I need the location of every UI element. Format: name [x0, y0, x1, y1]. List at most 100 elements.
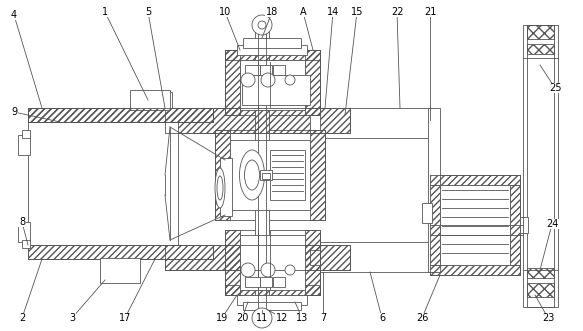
Bar [243, 38, 301, 48]
Circle shape [241, 73, 255, 87]
Text: 5: 5 [145, 7, 151, 17]
Bar [430, 185, 440, 265]
Bar [430, 265, 520, 275]
Bar [215, 130, 325, 220]
Bar [220, 158, 232, 216]
Text: 3: 3 [69, 313, 75, 323]
Bar [310, 130, 325, 220]
Circle shape [241, 263, 255, 277]
Circle shape [252, 308, 272, 328]
Bar [428, 108, 440, 272]
Bar [165, 108, 350, 133]
Text: 12: 12 [276, 313, 288, 323]
Bar [243, 302, 301, 310]
Bar [240, 60, 305, 110]
Text: 23: 23 [542, 313, 554, 323]
Bar [270, 150, 305, 200]
Bar [100, 258, 140, 283]
Bar [527, 25, 554, 39]
Text: 11: 11 [256, 313, 268, 323]
Text: 9: 9 [11, 107, 17, 117]
Bar [440, 185, 510, 265]
Text: 1: 1 [102, 7, 108, 17]
Bar [242, 75, 310, 105]
Bar [523, 25, 558, 307]
Bar [260, 65, 272, 75]
Bar [255, 25, 269, 310]
Bar [310, 250, 320, 265]
Bar [22, 130, 30, 138]
Text: 15: 15 [351, 7, 363, 17]
Bar [28, 108, 213, 122]
Bar [28, 122, 178, 245]
Bar [305, 50, 320, 115]
Circle shape [258, 314, 266, 322]
Text: 2: 2 [19, 313, 25, 323]
Text: 22: 22 [391, 7, 403, 17]
Text: 18: 18 [266, 7, 278, 17]
Bar [225, 230, 240, 295]
Circle shape [261, 73, 275, 87]
Bar [18, 222, 30, 242]
Bar [225, 50, 240, 115]
Bar [422, 203, 432, 223]
Bar [237, 295, 307, 305]
Bar [215, 130, 230, 220]
Text: 7: 7 [320, 313, 326, 323]
Text: 8: 8 [19, 217, 25, 227]
Text: 4: 4 [11, 10, 17, 20]
Bar [165, 108, 350, 133]
Bar [28, 108, 213, 122]
Bar [520, 217, 528, 233]
Ellipse shape [217, 176, 223, 200]
Text: 14: 14 [327, 7, 339, 17]
Circle shape [261, 263, 275, 277]
Bar [28, 108, 213, 122]
Ellipse shape [244, 160, 259, 190]
Text: 26: 26 [416, 313, 428, 323]
Circle shape [285, 265, 295, 275]
Bar [225, 285, 320, 295]
Bar [315, 108, 435, 138]
Bar [430, 175, 520, 185]
Bar [262, 173, 270, 179]
Bar [22, 240, 30, 248]
Bar [245, 65, 260, 75]
Bar [230, 140, 310, 210]
Bar [273, 65, 285, 75]
Bar [225, 50, 320, 60]
Bar [225, 230, 320, 295]
Text: 20: 20 [236, 313, 248, 323]
Circle shape [252, 15, 272, 35]
Bar [527, 25, 554, 307]
Bar [430, 175, 520, 275]
Text: 24: 24 [546, 219, 558, 229]
Bar [28, 245, 213, 259]
Text: A: A [300, 7, 306, 17]
Circle shape [258, 21, 266, 29]
Ellipse shape [215, 168, 225, 208]
Bar [147, 92, 172, 112]
Ellipse shape [240, 150, 265, 200]
Bar [260, 277, 272, 287]
Bar [260, 170, 272, 180]
Bar [315, 242, 435, 272]
Bar [165, 245, 350, 270]
Text: 10: 10 [219, 7, 231, 17]
Text: 6: 6 [379, 313, 385, 323]
Bar [240, 235, 305, 290]
Text: 13: 13 [296, 313, 308, 323]
Bar [305, 230, 320, 295]
Circle shape [285, 75, 295, 85]
Bar [165, 245, 350, 270]
Bar [527, 283, 554, 297]
Bar [510, 185, 520, 265]
Bar [18, 135, 30, 155]
Text: 19: 19 [216, 313, 228, 323]
Bar [28, 245, 213, 259]
Bar [527, 44, 554, 54]
Bar [273, 277, 285, 287]
Bar [527, 268, 554, 278]
Bar [225, 50, 320, 115]
Bar [237, 45, 307, 55]
